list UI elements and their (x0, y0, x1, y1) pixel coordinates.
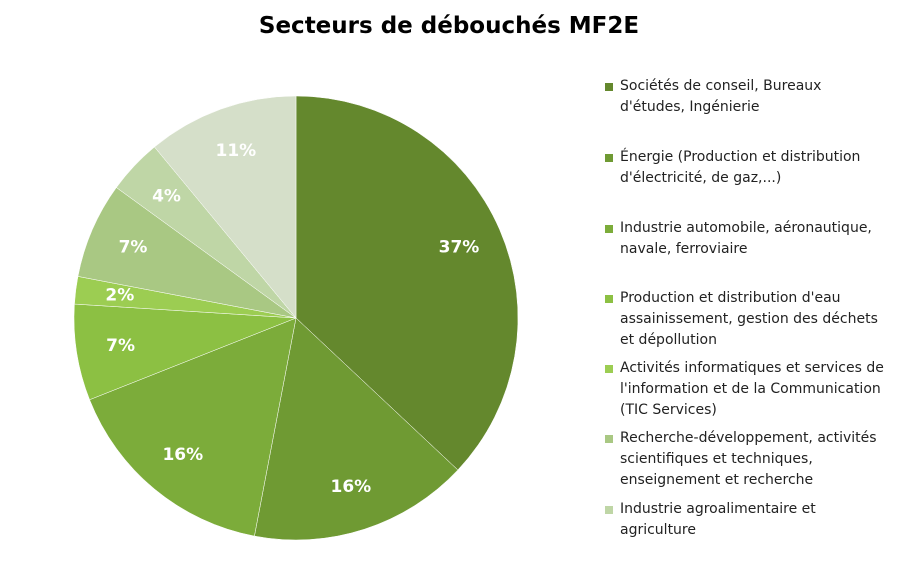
data-label: 11% (215, 141, 256, 161)
legend-entry: Industrie automobile, aéronautique, nava… (605, 218, 890, 260)
legend-entry: Production et distribution d'eau assaini… (605, 288, 890, 351)
legend-swatch (605, 83, 613, 91)
legend-entry: Activités informatiques et services de l… (605, 358, 890, 421)
legend-label: Industrie agroalimentaire et agriculture (620, 501, 816, 538)
legend-swatch (605, 295, 613, 303)
legend-label: Production et distribution d'eau assaini… (620, 290, 878, 348)
legend-label: Sociétés de conseil, Bureaux d'études, I… (620, 78, 822, 115)
pie-slice (295, 95, 519, 471)
legend-swatch (605, 506, 613, 514)
data-label: 37% (439, 237, 480, 257)
data-label: 7% (119, 237, 148, 257)
legend-label: Industrie automobile, aéronautique, nava… (620, 220, 872, 257)
legend-swatch (605, 154, 613, 162)
legend-label: Activités informatiques et services de l… (620, 360, 884, 418)
pie-slice (154, 95, 297, 319)
legend-swatch (605, 225, 613, 233)
legend-swatch (605, 365, 613, 373)
legend-swatch (605, 435, 613, 443)
data-label: 7% (106, 336, 135, 356)
chart-title: Secteurs de débouchés MF2E (259, 13, 639, 39)
legend-entry: Énergie (Production et distribution d'él… (605, 147, 890, 189)
legend-label: Recherche-développement, activités scien… (620, 430, 877, 488)
legend-entry: Recherche-développement, activités scien… (605, 428, 890, 491)
legend-entry: Industrie agroalimentaire et agriculture (605, 499, 890, 541)
data-label: 16% (331, 477, 372, 497)
pie-slice (254, 317, 459, 541)
legend-label: Énergie (Production et distribution d'él… (620, 149, 861, 186)
data-label: 2% (105, 286, 134, 306)
pie-slice (89, 317, 297, 537)
legend-entry: Sociétés de conseil, Bureaux d'études, I… (605, 76, 890, 118)
data-label: 16% (162, 445, 203, 465)
data-label: 4% (152, 186, 181, 206)
